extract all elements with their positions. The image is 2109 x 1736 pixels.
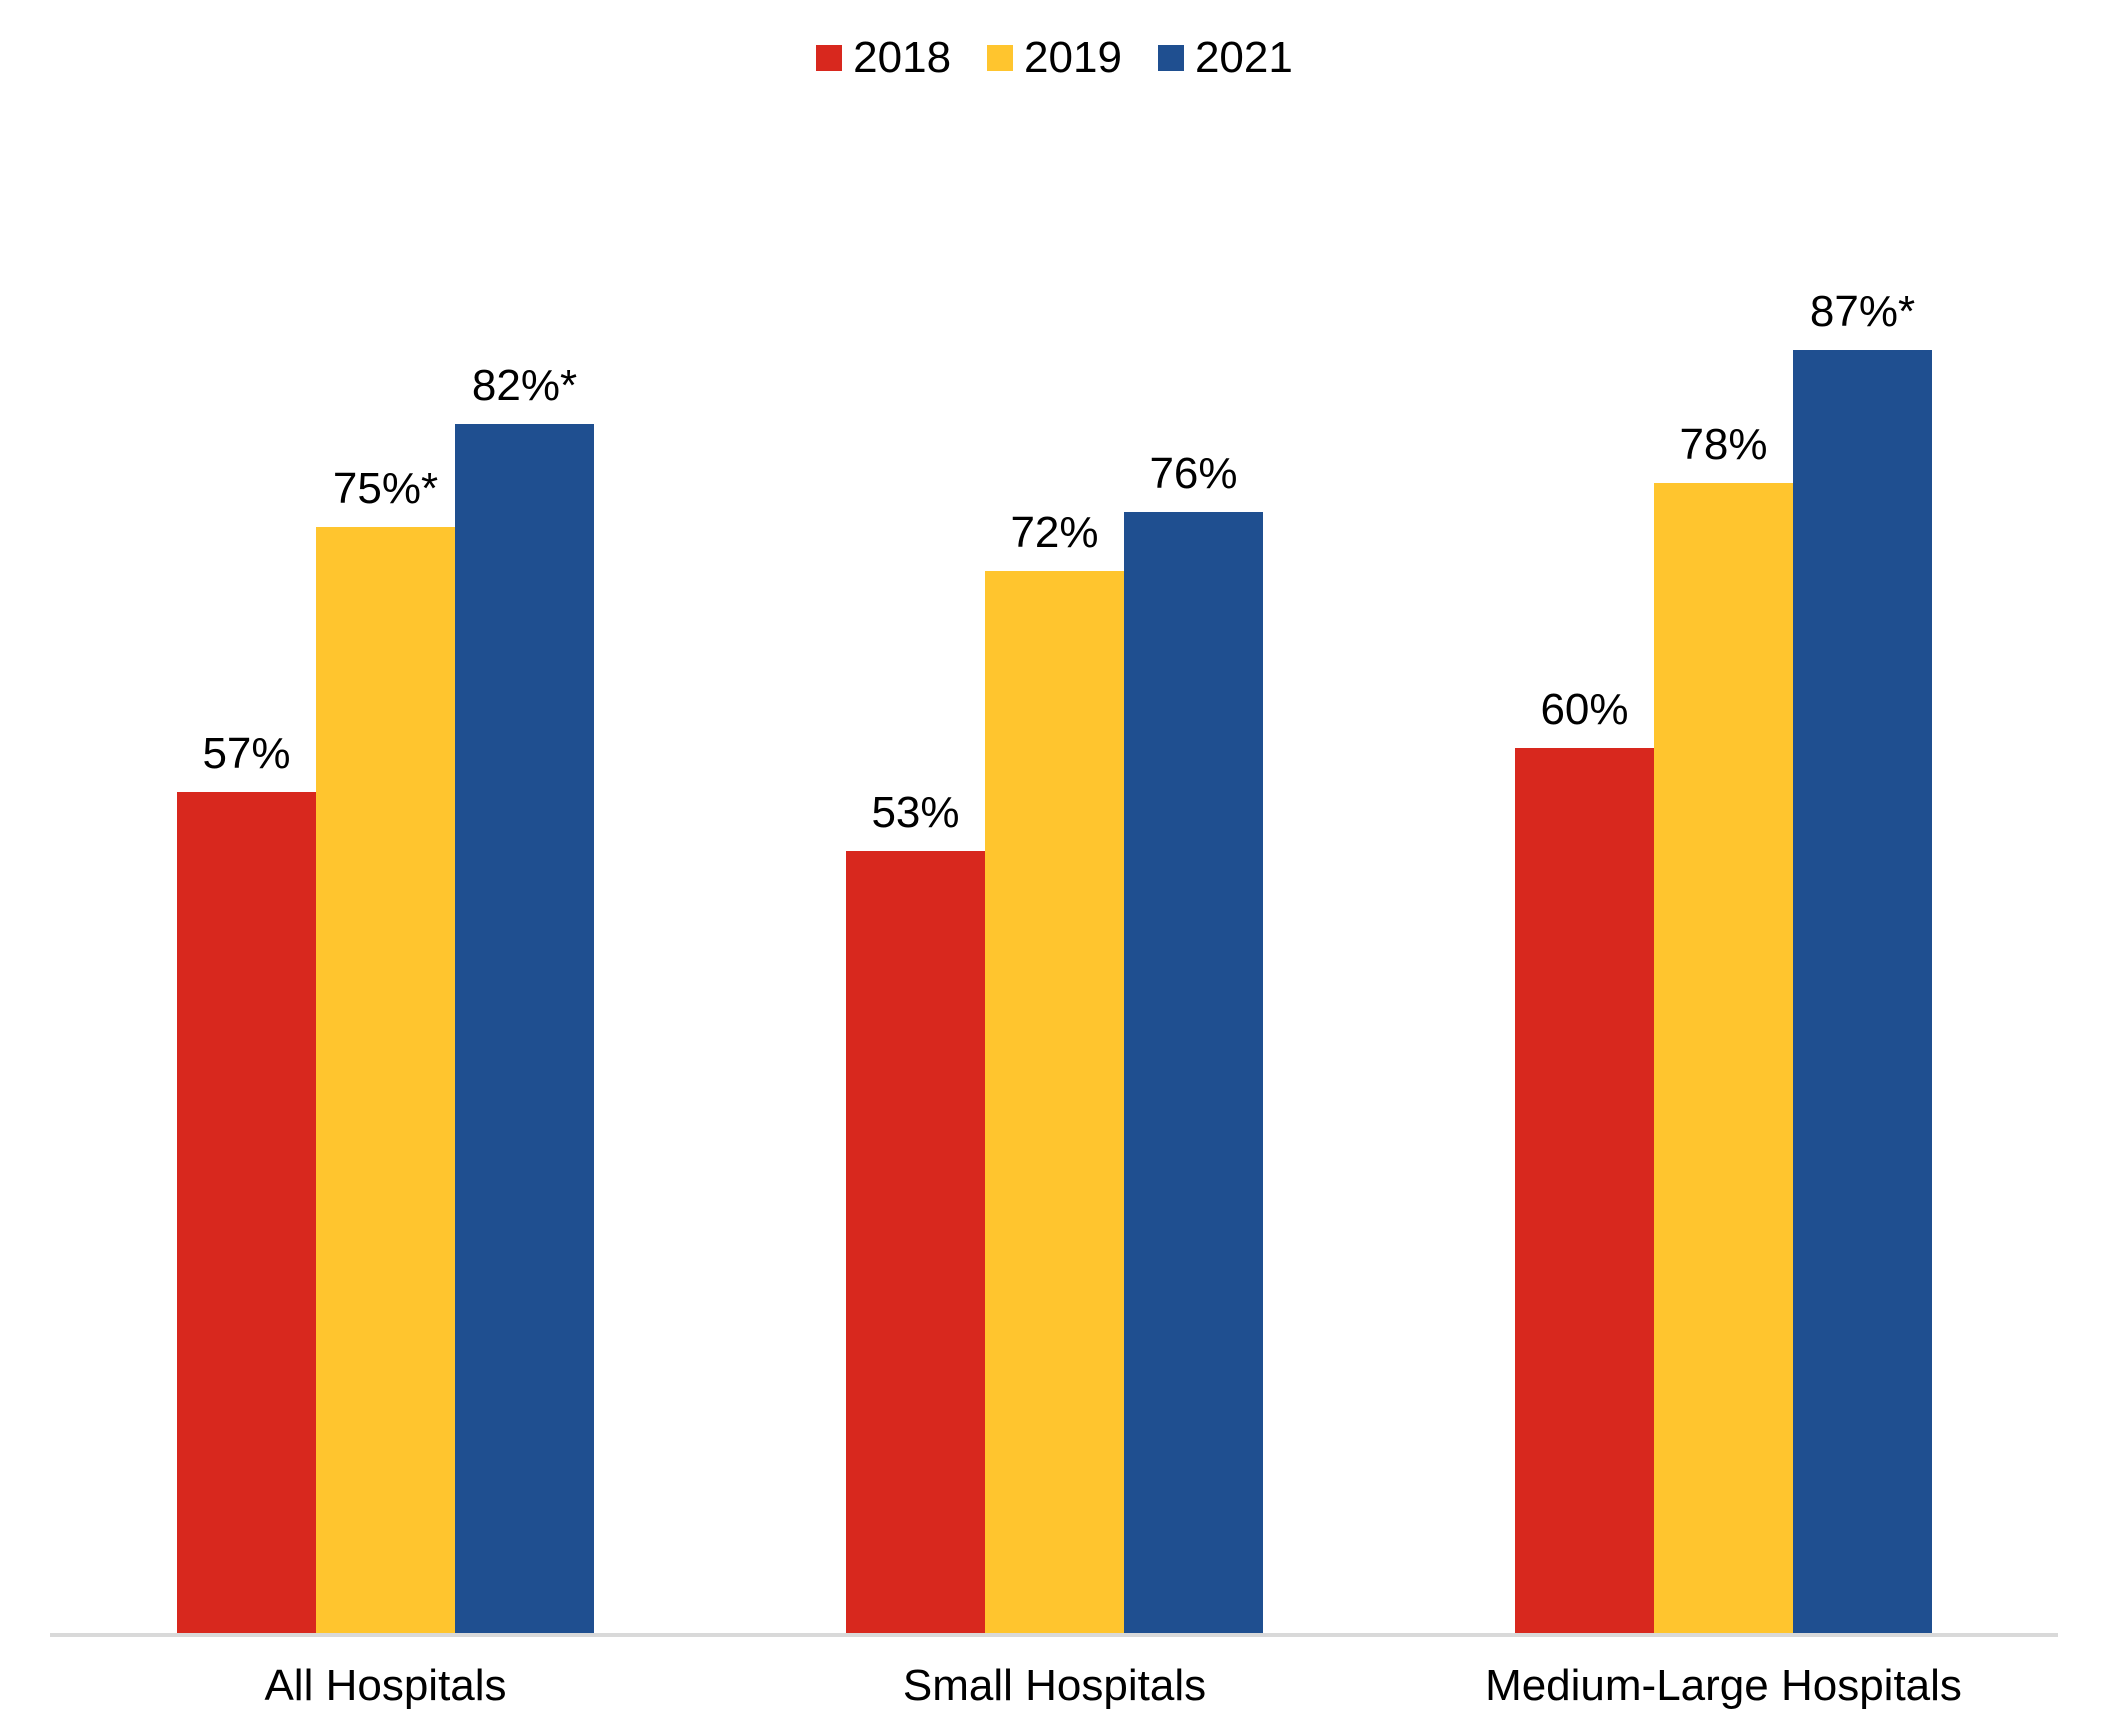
legend: 2018 2019 2021: [0, 36, 2109, 80]
legend-label-2019: 2019: [1024, 33, 1122, 82]
bar-group-all-hospitals: 57% 75%* 82%* All Hospitals: [177, 158, 594, 1710]
bar-value-label: 78%: [1679, 419, 1768, 469]
bar-2018-all-hospitals: 57%: [177, 732, 316, 1633]
plot-area: 57% 75%* 82%* All Hospitals 53% 72% 76% Small H…: [177, 158, 1962, 1710]
bar-2018-medium-large-hospitals: 60%: [1515, 688, 1654, 1633]
bar-2019-medium-large-hospitals: 78%: [1654, 422, 1793, 1633]
bar-2021-medium-large-hospitals: 87%*: [1793, 289, 1932, 1633]
bar-group-small-hospitals: 53% 72% 76% Small Hospitals: [846, 158, 1263, 1710]
bar-value-label: 72%: [1010, 508, 1099, 557]
legend-label-2018: 2018: [853, 33, 952, 82]
legend-label-2021: 2021: [1194, 33, 1293, 82]
category-label-all-hospitals: All Hospitals: [264, 1661, 507, 1710]
bar-2018-small-hospitals: 53%: [846, 791, 985, 1633]
bar-group-medium-large-hospitals: 60% 78% 87%* Medium-Large Hospitals: [1485, 158, 1962, 1710]
bar-value-label: 75%*: [332, 463, 439, 513]
legend-swatch-2018: [816, 45, 843, 71]
bar-value-label: 82%*: [471, 360, 578, 410]
bar-2019-all-hospitals: 75%*: [316, 466, 455, 1633]
bar-value-label: 60%: [1540, 685, 1629, 734]
bar-2021-small-hospitals: 76%: [1124, 452, 1263, 1633]
bar-value-label: 53%: [871, 788, 960, 838]
bar-2019-small-hospitals: 72%: [985, 511, 1124, 1633]
legend-item-2018: 2018: [816, 36, 951, 80]
bar-2021-all-hospitals: 82%*: [455, 363, 594, 1633]
bar-value-label: 57%: [202, 729, 291, 779]
legend-item-2019: 2019: [987, 36, 1122, 80]
x-axis-line: [50, 1633, 2058, 1637]
category-label-small-hospitals: Small Hospitals: [902, 1661, 1207, 1710]
category-label-medium-large-hospitals: Medium-Large Hospitals: [1485, 1661, 1962, 1710]
legend-swatch-2019: [987, 45, 1014, 71]
legend-item-2021: 2021: [1157, 33, 1293, 82]
bar-value-label: 87%*: [1809, 286, 1916, 336]
legend-swatch-2021: [1157, 45, 1184, 71]
bar-value-label: 76%: [1149, 449, 1238, 498]
